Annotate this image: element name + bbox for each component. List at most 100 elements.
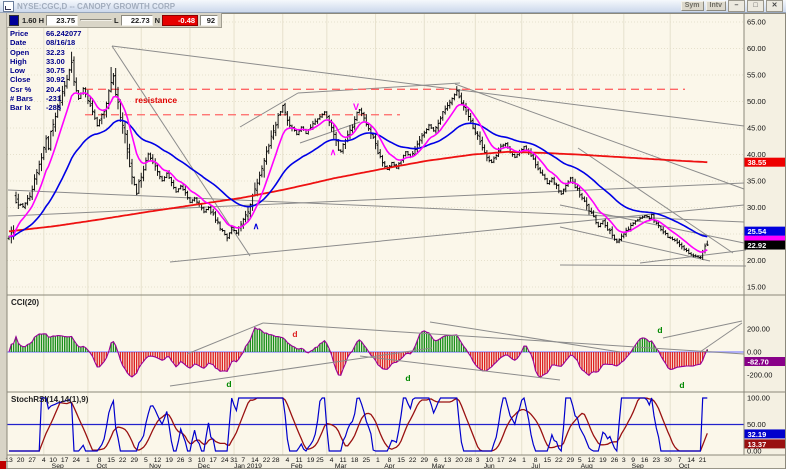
divergence-label: d xyxy=(657,325,662,335)
stoch-value-text: 32.19 xyxy=(748,430,767,439)
fast-ema-line xyxy=(8,92,708,253)
date-tick: 10 xyxy=(198,457,206,464)
month-tick: Sep xyxy=(632,463,644,469)
trendline[interactable] xyxy=(297,82,461,94)
date-tick: 1 xyxy=(376,457,380,464)
month-tick: Sep xyxy=(52,463,64,469)
candlesticks xyxy=(7,51,709,260)
count-value[interactable]: 92 xyxy=(200,14,219,26)
divergence-label: d xyxy=(226,379,231,389)
cci-value-badge xyxy=(744,357,786,367)
low-value[interactable]: 22.73 xyxy=(120,14,153,26)
trendline[interactable] xyxy=(559,264,747,267)
date-tick: 22 xyxy=(555,457,563,464)
sym-button[interactable]: Sym xyxy=(680,1,704,11)
price-tick: 30.00 xyxy=(747,203,766,212)
price-tick: 40.00 xyxy=(747,150,766,159)
title-bar[interactable]: NYSE:CGC,D -- CANOPY GROWTH CORP Sym Int… xyxy=(0,0,786,13)
intv-button[interactable]: Intv xyxy=(705,1,726,11)
data-panel-label: Low xyxy=(10,66,25,76)
cci-trendline[interactable] xyxy=(359,355,561,381)
data-panel-row: Date 08/16/18 xyxy=(10,38,81,47)
trendline[interactable] xyxy=(7,182,745,217)
date-tick: 15 xyxy=(543,457,551,464)
cci-trendline[interactable] xyxy=(186,322,264,355)
data-panel-row: Csr % 20.4 xyxy=(10,85,81,94)
date-tick: 8 xyxy=(388,457,392,464)
data-panel-value: 30.92 xyxy=(46,75,65,85)
trendline[interactable] xyxy=(239,92,299,128)
pivot-marker: V xyxy=(353,102,359,112)
quote-bar[interactable]: 1.60 H 23.75 L 22.73 N -0.48 92 xyxy=(7,13,223,28)
long-ma-badge-text: 38.55 xyxy=(748,158,767,167)
net-change-value[interactable]: -0.48 xyxy=(162,14,199,26)
cci-trendline[interactable] xyxy=(429,321,621,353)
minimize-button[interactable]: – xyxy=(728,0,745,12)
date-tick: 15 xyxy=(107,457,115,464)
change-value[interactable]: 1.60 xyxy=(22,15,37,25)
last-price-badge xyxy=(744,240,786,250)
price-tick: 45.00 xyxy=(747,124,766,133)
date-tick: 25 xyxy=(316,457,324,464)
date-tick: 30 xyxy=(664,457,672,464)
date-tick: 12 xyxy=(588,457,596,464)
cci-trendline[interactable] xyxy=(262,322,745,355)
cci-trendline[interactable] xyxy=(699,322,743,353)
data-panel-label: Close xyxy=(10,75,31,85)
price-tick: 55.00 xyxy=(747,71,766,80)
stoch-value-badge xyxy=(744,429,786,439)
net-label[interactable]: N xyxy=(154,15,161,25)
month-tick: Mar xyxy=(335,463,347,469)
date-tick: 7 xyxy=(241,457,245,464)
trendline[interactable] xyxy=(169,204,745,263)
date-tick: 10 xyxy=(49,457,57,464)
empty-field[interactable] xyxy=(80,19,113,21)
close-button[interactable]: ✕ xyxy=(766,0,783,12)
date-tick: 19 xyxy=(307,457,315,464)
high-value[interactable]: 23.75 xyxy=(46,14,79,26)
cci-tick: 0.00 xyxy=(747,348,762,357)
month-tick: Jan 2019 xyxy=(234,463,262,469)
cci-trendline[interactable] xyxy=(662,320,743,339)
low-label[interactable]: L xyxy=(114,15,119,25)
trendline[interactable] xyxy=(454,83,745,190)
slow-ma-badge-text: 25.54 xyxy=(748,227,768,236)
high-label[interactable]: H xyxy=(38,15,45,25)
date-tick: 19 xyxy=(165,457,173,464)
cci-trendline[interactable] xyxy=(169,347,433,387)
date-tick: 4 xyxy=(286,457,290,464)
divergence-label: d xyxy=(679,380,684,390)
date-tick: 28 xyxy=(465,457,473,464)
date-tick: 21 xyxy=(699,457,707,464)
stoch-slow-line xyxy=(9,397,708,452)
trendline[interactable] xyxy=(111,45,745,127)
slow-ma-badge xyxy=(744,226,786,236)
cci-tick: -200.00 xyxy=(747,371,772,380)
stoch-tick: 50.00 xyxy=(747,420,766,429)
date-tick: 20 xyxy=(17,457,25,464)
month-tick: Oct xyxy=(97,463,108,469)
maximize-button[interactable]: □ xyxy=(747,0,764,12)
stoch-panel-label: StochRSI(14,14(1),9) xyxy=(11,395,89,404)
data-panel-label: Open xyxy=(10,47,30,57)
data-panel-row: Bar Ix -285 xyxy=(10,103,81,112)
date-tick: 28 xyxy=(272,457,280,464)
stoch-value-text: 13.37 xyxy=(748,440,767,449)
window-title: NYSE:CGC,D -- CANOPY GROWTH CORP xyxy=(17,1,176,11)
date-tick: 5 xyxy=(578,457,582,464)
app-icon xyxy=(3,0,14,12)
data-panel-value: 20.4 xyxy=(46,84,61,94)
trendline[interactable] xyxy=(7,189,745,223)
data-panel-row: Open 32.23 xyxy=(10,48,81,57)
date-tick: 4 xyxy=(42,457,46,464)
date-tick: 18 xyxy=(351,457,359,464)
trendline[interactable] xyxy=(111,45,251,257)
month-tick: May xyxy=(432,463,445,469)
stoch-fast-line xyxy=(9,396,708,453)
trendline[interactable] xyxy=(559,226,711,262)
date-tick: 3 xyxy=(188,457,192,464)
data-panel-label: Price xyxy=(10,29,29,38)
date-tick: 4 xyxy=(330,457,334,464)
